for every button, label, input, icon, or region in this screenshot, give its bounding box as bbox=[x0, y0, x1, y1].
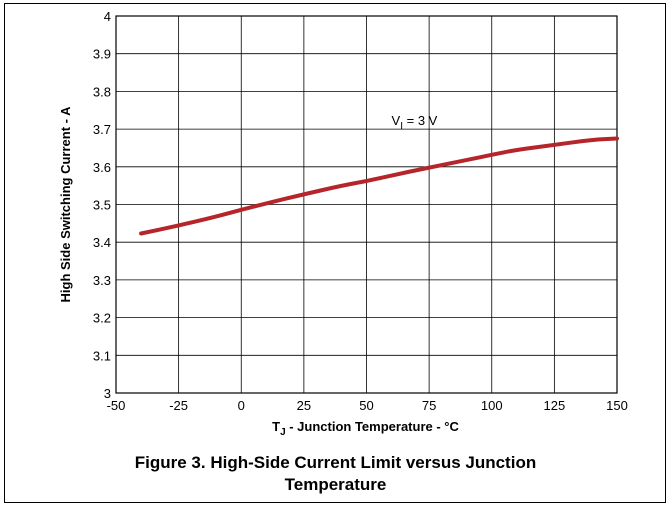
y-tick-label: 3.2 bbox=[93, 311, 111, 326]
y-tick-label: 3.6 bbox=[93, 160, 111, 175]
x-axis-label-sub: J bbox=[280, 427, 286, 438]
x-tick-label: 0 bbox=[238, 398, 245, 413]
x-tick-label: -25 bbox=[169, 398, 188, 413]
y-tick-label: 3 bbox=[104, 386, 111, 401]
y-tick-label: 3.4 bbox=[93, 235, 111, 250]
plot-area-border bbox=[115, 15, 618, 394]
figure-caption: Figure 3. High-Side Current Limit versus… bbox=[0, 452, 671, 496]
caption-line-2: Temperature bbox=[284, 475, 387, 494]
annotation-rest: = 3 V bbox=[403, 113, 438, 128]
y-tick-label: 3.7 bbox=[93, 122, 111, 137]
x-tick-label: 25 bbox=[297, 398, 311, 413]
series-line bbox=[139, 136, 619, 236]
series-annotation: VI = 3 V bbox=[392, 113, 438, 132]
annotation-main: V bbox=[392, 113, 401, 128]
y-tick-label: 4 bbox=[104, 9, 111, 24]
caption-line-1: Figure 3. High-Side Current Limit versus… bbox=[134, 453, 537, 472]
x-axis-label-rest: - Junction Temperature - °C bbox=[286, 419, 460, 434]
y-axis-label: High Side Switching Current - A bbox=[58, 106, 73, 303]
x-tick-label: -50 bbox=[107, 398, 126, 413]
x-axis-label: TJ - Junction Temperature - °C bbox=[272, 419, 459, 438]
x-tick-label: 150 bbox=[606, 398, 628, 413]
x-tick-labels: -50 -25 0 25 50 75 100 125 150 bbox=[107, 398, 628, 413]
y-tick-labels: 3 3.1 3.2 3.3 3.4 3.5 3.6 3.7 3.8 3.9 4 bbox=[93, 9, 111, 401]
line-chart: 3 3.1 3.2 3.3 3.4 3.5 3.6 3.7 3.8 3.9 4 -50 -25 0 25 5… bbox=[58, 9, 628, 438]
x-axis-label-main: T bbox=[272, 419, 280, 434]
x-tick-label: 100 bbox=[481, 398, 503, 413]
figure-frame bbox=[4, 3, 666, 503]
y-tick-label: 3.8 bbox=[93, 84, 111, 99]
x-tick-label: 75 bbox=[422, 398, 436, 413]
x-tick-label: 125 bbox=[544, 398, 566, 413]
annotation-sub: I bbox=[400, 121, 403, 132]
y-tick-label: 3.9 bbox=[93, 47, 111, 62]
y-tick-label: 3.5 bbox=[93, 198, 111, 213]
grid-lines bbox=[115, 15, 618, 394]
y-tick-label: 3.1 bbox=[93, 348, 111, 363]
y-tick-label: 3.3 bbox=[93, 273, 111, 288]
x-tick-label: 50 bbox=[359, 398, 373, 413]
